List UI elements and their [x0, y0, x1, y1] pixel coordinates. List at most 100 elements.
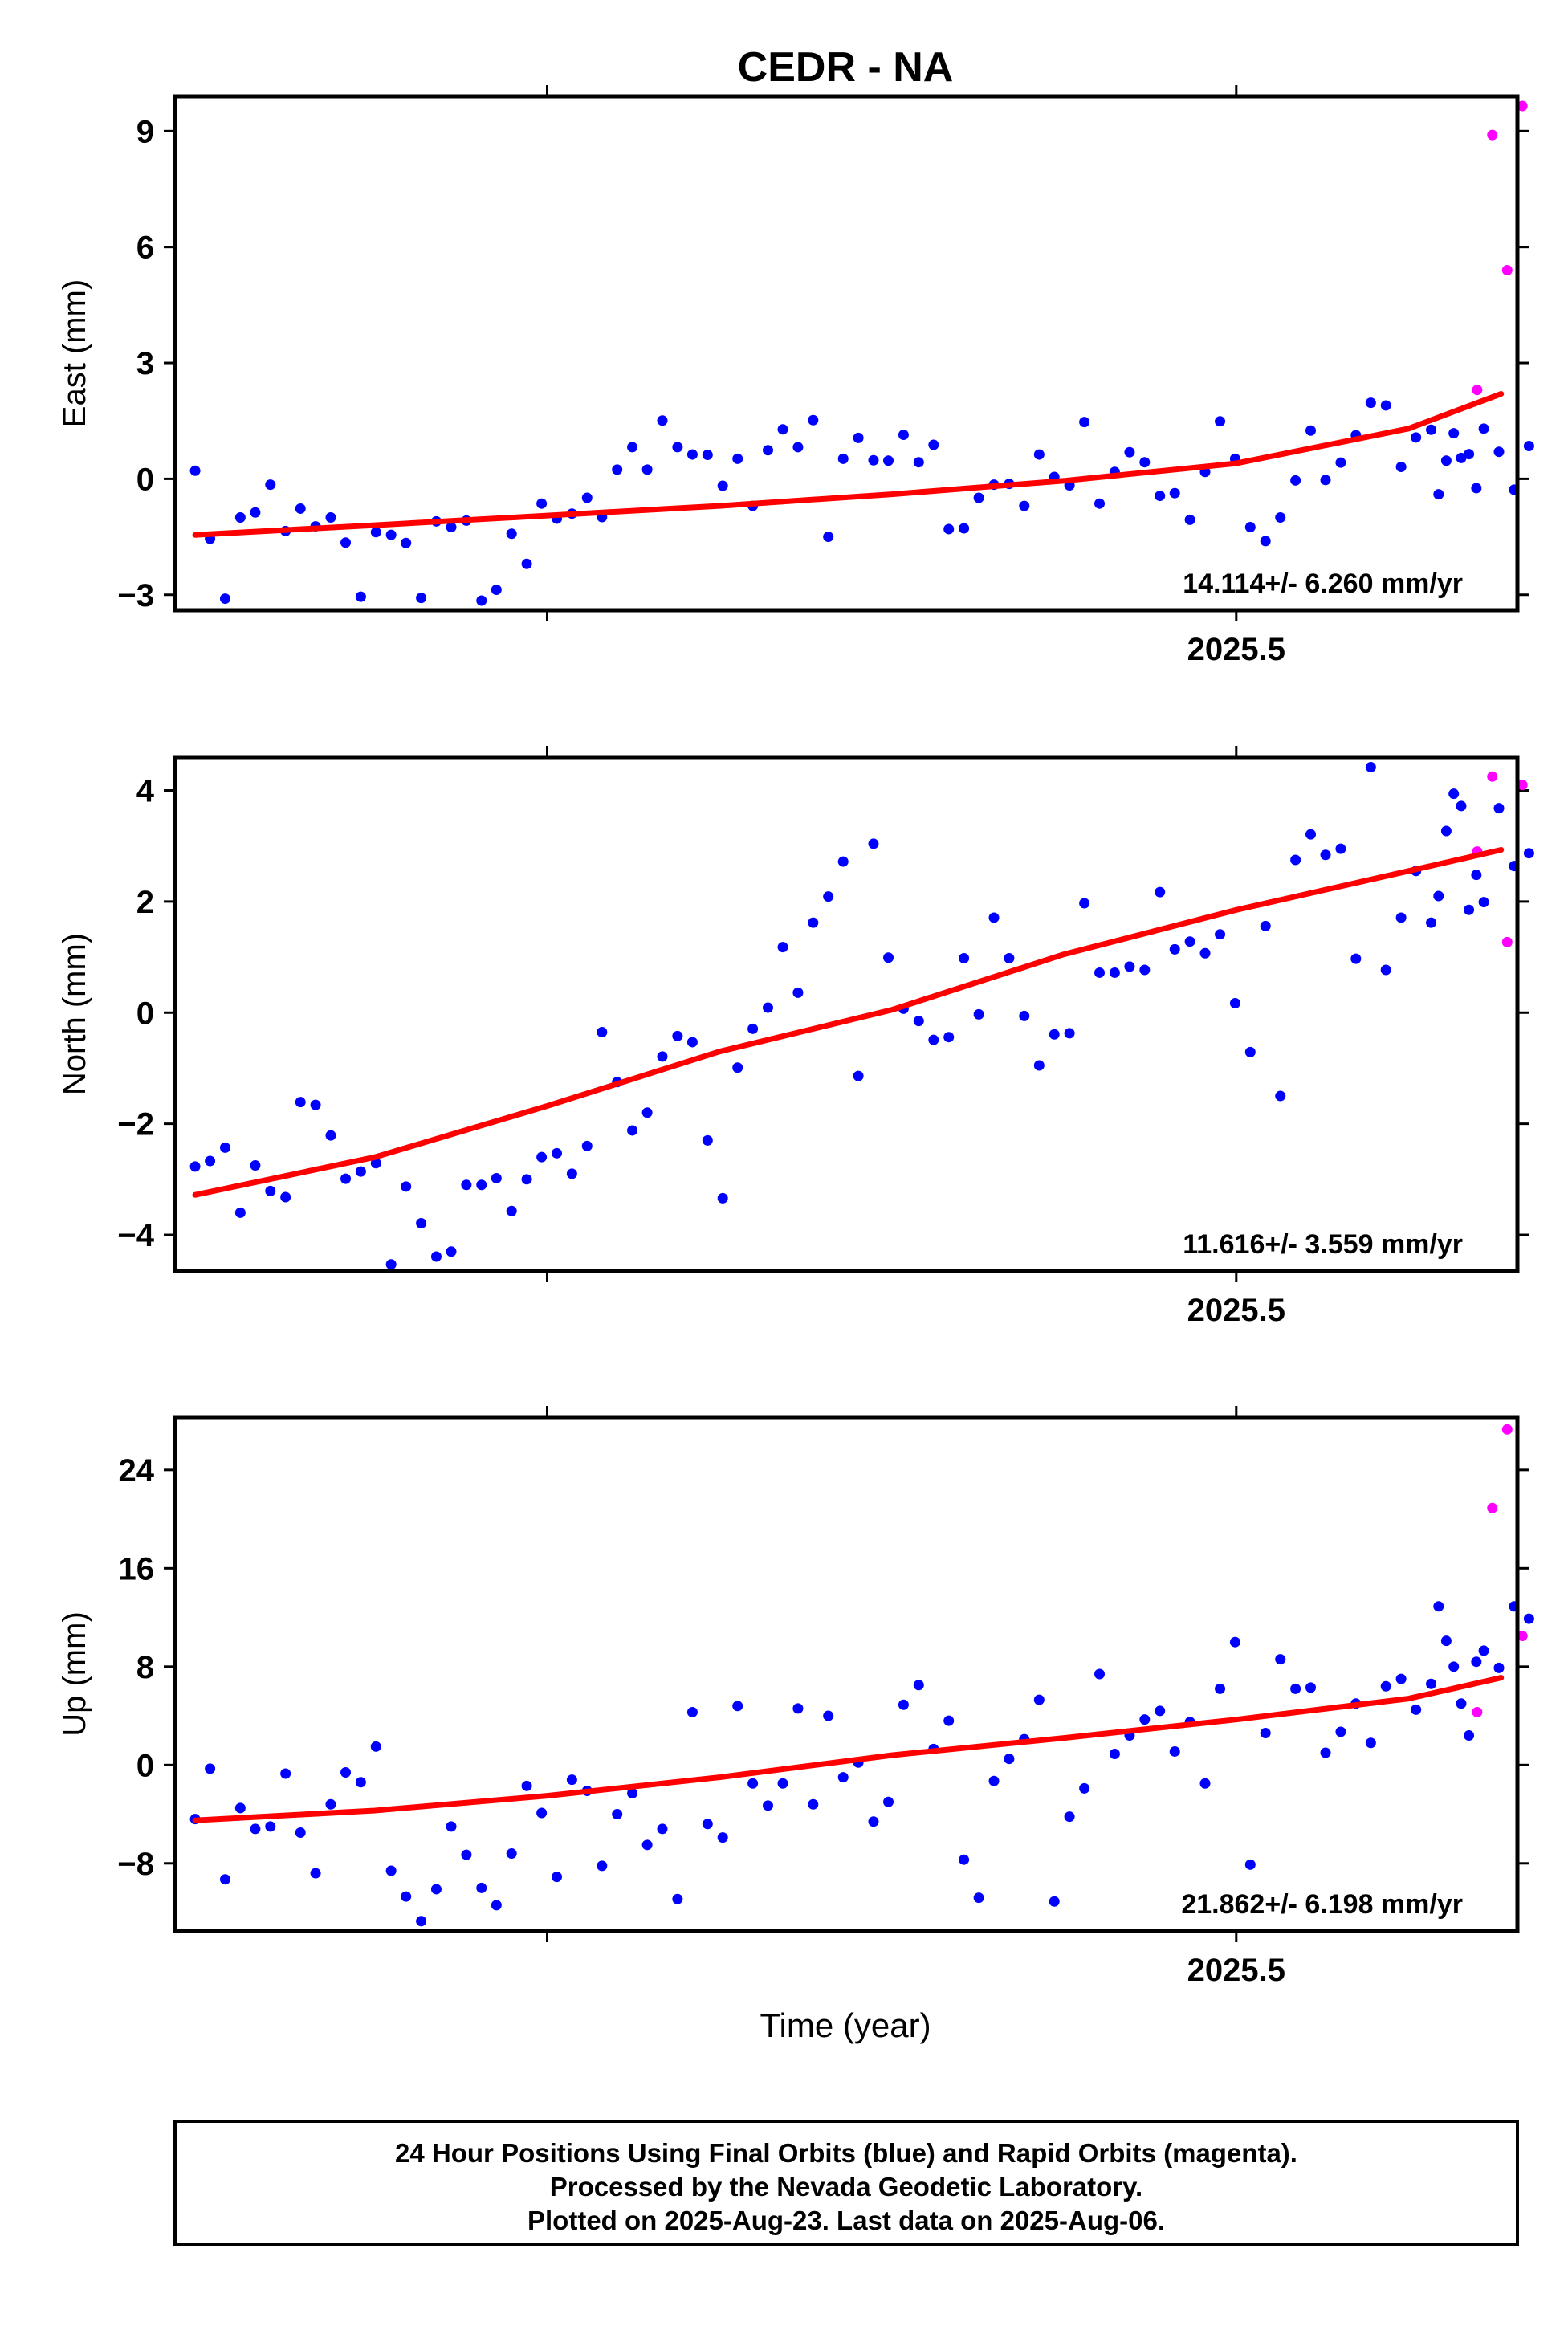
panel-north-xtick-label-0: 2025.5 — [1187, 1293, 1285, 1328]
panel-east-rapid-point-3 — [1517, 100, 1528, 112]
panel-north-final-point-61 — [1109, 967, 1120, 978]
panel-east-final-point-30 — [641, 464, 653, 475]
panel-north-final-point-42 — [823, 891, 834, 902]
panel-up-final-point-34 — [702, 1819, 713, 1830]
panel-north-final-point-33 — [686, 1037, 698, 1048]
panel-up-ytick-label-1: 0 — [136, 1748, 154, 1783]
panel-east-final-point-48 — [913, 457, 924, 468]
panel-north-final-point-22 — [521, 1174, 532, 1185]
panel-up-final-point-57 — [1049, 1896, 1060, 1907]
panel-north-final-point-32 — [672, 1030, 683, 1041]
panel-east-final-point-87 — [1448, 428, 1460, 439]
panel-up-rapid-point-1 — [1487, 1502, 1498, 1513]
panel-up-final-point-25 — [566, 1774, 577, 1786]
panel-north-final-point-66 — [1184, 936, 1195, 947]
panel-north-final-point-40 — [792, 987, 804, 998]
panel-east-final-point-38 — [762, 445, 773, 456]
panel-north-rate-label: 11.616+/- 3.559 mm/yr — [1183, 1229, 1463, 1260]
panel-up-final-point-37 — [747, 1778, 759, 1789]
panel-east-final-point-59 — [1079, 417, 1090, 428]
panel-east-final-point-92 — [1523, 440, 1534, 451]
panel-north-final-point-84 — [1456, 800, 1467, 812]
panel-up-final-point-63 — [1139, 1714, 1151, 1725]
panel-north-final-point-67 — [1199, 947, 1211, 959]
panel-north-final-point-89 — [1478, 897, 1489, 908]
panel-east-final-point-56 — [1033, 449, 1045, 460]
panel-up-final-point-14 — [401, 1891, 412, 1902]
panel-north: −4 −2 0 2 4 2025.5 North (mm) 11.616+/- 3.559 m… — [57, 746, 1534, 1328]
panel-east-final-point-72 — [1275, 512, 1286, 523]
panel-east-ytick-label-4: 9 — [136, 114, 154, 149]
panel-up-final-point-9 — [325, 1798, 336, 1810]
panel-up-final-point-13 — [385, 1865, 397, 1876]
panel-east-rapid-point-0 — [1472, 385, 1483, 396]
panel-north-final-point-21 — [506, 1205, 517, 1216]
panel-up-final-point-38 — [762, 1800, 773, 1811]
panel-east-final-point-85 — [1471, 483, 1482, 494]
panel-north-final-point-38 — [762, 1002, 773, 1013]
panel-up-final-point-89 — [1478, 1645, 1489, 1656]
panel-up-frame — [173, 1415, 1520, 1933]
panel-up-final-point-20 — [491, 1900, 502, 1911]
panel-up-rapid-point-2 — [1501, 1424, 1513, 1435]
panel-up-final-point-78 — [1365, 1737, 1376, 1749]
panel-up-final-point-8 — [310, 1868, 321, 1879]
panel-east-final-point-82 — [1426, 424, 1437, 435]
panel-north-final-point-30 — [641, 1107, 653, 1118]
panel-east-final-point-14 — [401, 537, 412, 548]
panel-east-final-point-74 — [1305, 425, 1317, 436]
panel-north-final-point-2 — [219, 1142, 230, 1153]
panel-east-final-point-75 — [1320, 475, 1331, 486]
panel-up-final-point-81 — [1411, 1704, 1422, 1715]
panel-east-final-point-66 — [1184, 514, 1195, 525]
panel-north-final-point-7 — [295, 1097, 306, 1108]
panel-north-final-point-5 — [265, 1185, 276, 1196]
panel-north-final-point-29 — [627, 1125, 638, 1136]
panel-north-final-point-16 — [430, 1251, 442, 1262]
panel-east-final-point-9 — [325, 512, 336, 523]
panel-north-final-point-65 — [1169, 943, 1180, 955]
panel-north-ytick-label-0: −4 — [117, 1218, 154, 1253]
panel-up-final-point-23 — [536, 1807, 548, 1819]
panel-north-final-point-62 — [1124, 961, 1135, 972]
panel-east-final-point-51 — [959, 523, 970, 534]
panel-up: −8 0 8 16 24 2025.5 Up (mm) 21.862+/- 6.198 mm/… — [57, 1406, 1534, 1988]
panel-north-rapid-points — [1472, 771, 1528, 947]
panel-up-final-point-50 — [943, 1715, 955, 1726]
panel-north-ytick-label-4: 4 — [136, 774, 155, 809]
panel-north-final-point-75 — [1320, 849, 1331, 861]
panel-up-final-point-71 — [1260, 1727, 1271, 1738]
panel-up-ytick-label-3: 16 — [119, 1551, 155, 1587]
panel-east-final-point-49 — [928, 439, 939, 450]
panel-east-ytick-label-0: −3 — [117, 578, 154, 613]
panel-north-final-point-12 — [370, 1158, 381, 1169]
panel-north-final-point-31 — [657, 1051, 668, 1062]
panel-east-final-point-41 — [808, 414, 819, 426]
panel-up-final-point-12 — [370, 1741, 381, 1752]
panel-up-final-point-16 — [430, 1884, 442, 1895]
panel-up-final-point-46 — [883, 1796, 894, 1807]
panel-up-final-point-31 — [657, 1823, 668, 1835]
panel-north-fit-line — [192, 847, 1505, 1198]
footer-line-2: Processed by the Nevada Geodetic Laborat… — [550, 2172, 1142, 2202]
panel-up-final-point-70 — [1244, 1859, 1256, 1870]
panel-north-final-point-41 — [808, 917, 819, 928]
panel-east-final-point-11 — [355, 591, 366, 602]
panel-north-final-point-85 — [1471, 870, 1482, 881]
panel-up-final-point-61 — [1109, 1749, 1120, 1760]
panel-east-ytick-label-2: 3 — [136, 346, 154, 381]
panel-north-rapid-point-3 — [1517, 780, 1528, 791]
panel-north-final-point-82 — [1426, 917, 1437, 928]
panel-up-final-point-76 — [1335, 1726, 1346, 1737]
panel-east-final-point-17 — [446, 522, 457, 533]
panel-up-xtick-label-0: 2025.5 — [1187, 1953, 1285, 1988]
panel-north-final-point-79 — [1380, 964, 1391, 976]
panel-north-final-point-10 — [340, 1173, 352, 1184]
panel-north-final-point-56 — [1033, 1060, 1045, 1071]
panel-north-final-point-70 — [1244, 1046, 1256, 1057]
panel-up-final-point-52 — [973, 1892, 984, 1904]
panel-east-final-point-32 — [672, 442, 683, 453]
panel-north-rapid-point-2 — [1501, 936, 1513, 947]
panel-east: −3 0 3 6 9 2025.5 East (mm) 14.114+/- 6.260 mm/… — [57, 85, 1534, 667]
panel-up-final-point-39 — [777, 1778, 788, 1789]
